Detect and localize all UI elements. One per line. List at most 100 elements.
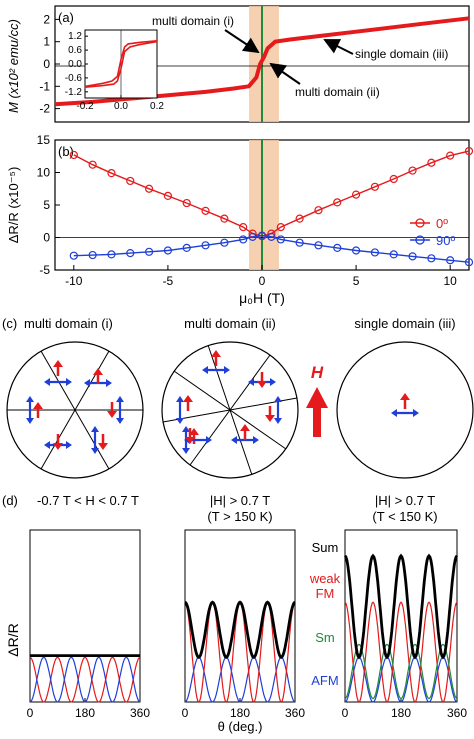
data-point bbox=[333, 243, 342, 252]
blue-arrowhead bbox=[176, 418, 184, 424]
data-point bbox=[220, 214, 229, 223]
blue-arrowhead bbox=[84, 379, 90, 387]
data-point bbox=[314, 241, 323, 250]
domain-diagram-i bbox=[6, 341, 144, 479]
y-tick-label: -1 bbox=[39, 79, 50, 93]
inset-x-tick-label: 0.2 bbox=[150, 101, 164, 112]
x-tick-label: 360 bbox=[447, 706, 467, 720]
legend-sum: Sum bbox=[312, 540, 339, 555]
data-point bbox=[333, 198, 342, 207]
magnetization-curve bbox=[54, 16, 470, 107]
red-arrowhead bbox=[33, 402, 43, 409]
panel-d-ylabel: ΔR/R bbox=[5, 623, 21, 656]
blue-arrowhead bbox=[202, 366, 208, 374]
data-point bbox=[427, 158, 436, 167]
x-tick-label: 0 bbox=[27, 706, 34, 720]
theory-curve bbox=[344, 643, 458, 700]
x-tick-label: 180 bbox=[230, 706, 250, 720]
panel-d-frame bbox=[29, 529, 141, 703]
x-tick-label: 180 bbox=[391, 706, 411, 720]
data-point bbox=[69, 150, 78, 160]
panel-c-label: (c) bbox=[2, 316, 17, 331]
y-tick-label: 2 bbox=[43, 12, 50, 26]
panel-b-xlabel: μ₀H (T) bbox=[239, 290, 285, 306]
data-point bbox=[88, 250, 97, 260]
legend-afm: AFM bbox=[311, 673, 338, 688]
blue-arrowhead bbox=[182, 448, 190, 454]
inset-y-tick-label: 0.6 bbox=[68, 45, 82, 56]
inset-y-tick-label: -0.6 bbox=[65, 73, 83, 84]
data-point bbox=[314, 206, 323, 215]
red-arrowhead bbox=[240, 424, 250, 431]
data-point bbox=[370, 248, 380, 257]
blue-arrowhead bbox=[274, 396, 282, 402]
y-tick-label: 15 bbox=[37, 133, 51, 147]
annotation-multi-domain-ii: multi domain (ii) bbox=[295, 85, 380, 99]
inset-y-tick-label: 0.0 bbox=[68, 59, 82, 70]
x-tick-label: 360 bbox=[130, 706, 150, 720]
data-point bbox=[351, 246, 361, 255]
panel-d-mid-title: |H| > 0.7 T bbox=[210, 493, 270, 508]
theory-curve bbox=[344, 601, 458, 703]
data-point bbox=[276, 235, 285, 244]
blue-arrowhead bbox=[391, 409, 397, 417]
red-arrowhead bbox=[185, 437, 195, 444]
panel-a-y-ticks: -2 -1 0 1 2 bbox=[39, 12, 60, 116]
panel-d-xlabel: θ (deg.) bbox=[218, 719, 263, 734]
red-arrowhead bbox=[189, 428, 199, 435]
blue-arrowhead bbox=[231, 436, 237, 444]
x-tick-label: -5 bbox=[163, 274, 174, 288]
panel-a: -2 -1 0 1 2 (a) M (x10² emu/cc) multi domain… bbox=[6, 5, 470, 123]
blue-arrowhead bbox=[91, 448, 99, 454]
blue-arrowhead bbox=[206, 436, 212, 444]
red-arrowhead bbox=[53, 443, 63, 450]
data-point bbox=[446, 151, 455, 160]
data-point bbox=[464, 258, 474, 267]
panel-d-right-subtitle: (T < 150 K) bbox=[372, 509, 437, 524]
data-point bbox=[295, 238, 304, 247]
data-point bbox=[144, 184, 154, 193]
data-point bbox=[69, 251, 78, 260]
red-arrowhead bbox=[211, 350, 221, 357]
theory-curve bbox=[29, 656, 141, 703]
data-point bbox=[446, 256, 455, 265]
inset-x-tick-label: -0.2 bbox=[76, 101, 94, 112]
data-point bbox=[239, 235, 248, 244]
blue-arrowhead bbox=[26, 418, 34, 424]
panel-c-title-i: multi domain (i) bbox=[24, 316, 113, 331]
blue-arrowhead bbox=[26, 396, 34, 402]
theory-curve bbox=[343, 553, 459, 660]
y-tick-label: 5 bbox=[43, 198, 50, 212]
theory-curve bbox=[184, 600, 296, 659]
data-point bbox=[267, 232, 276, 241]
legend-sm: Sm bbox=[315, 630, 335, 645]
panel-a-ylabel: M (x10² emu/cc) bbox=[6, 19, 21, 113]
data-point bbox=[144, 247, 154, 256]
inset-y-tick-label: 1.2 bbox=[68, 31, 82, 42]
red-arrowhead bbox=[183, 395, 193, 402]
blue-arrowhead bbox=[44, 441, 50, 449]
data-point bbox=[389, 250, 398, 259]
annotation-multi-domain-i: multi domain (i) bbox=[152, 14, 234, 28]
theory-curve bbox=[344, 656, 458, 703]
data-point bbox=[182, 243, 191, 252]
field-arrow: H bbox=[306, 363, 328, 437]
blue-arrowhead bbox=[270, 378, 276, 386]
blue-arrowhead bbox=[413, 409, 419, 417]
panel-d-left-title: -0.7 T < H < 0.7 T bbox=[37, 493, 139, 508]
data-point bbox=[88, 160, 97, 169]
panel-d-frame bbox=[184, 529, 296, 703]
data-point bbox=[408, 252, 417, 261]
y-tick-label: -2 bbox=[39, 102, 50, 116]
inset-y-tick-label: -1.2 bbox=[65, 87, 83, 98]
data-point bbox=[126, 249, 135, 258]
legend-0deg: 0º bbox=[436, 216, 448, 231]
field-label: H bbox=[311, 363, 324, 382]
inset-hysteresis: -1.2 -0.6 0.0 0.6 1.2 -0.2 0.0 0.2 bbox=[65, 29, 164, 112]
red-arrowhead bbox=[93, 368, 103, 375]
red-arrowhead bbox=[107, 411, 117, 418]
x-tick-label: 0 bbox=[259, 274, 266, 288]
red-arrowhead bbox=[98, 443, 108, 450]
